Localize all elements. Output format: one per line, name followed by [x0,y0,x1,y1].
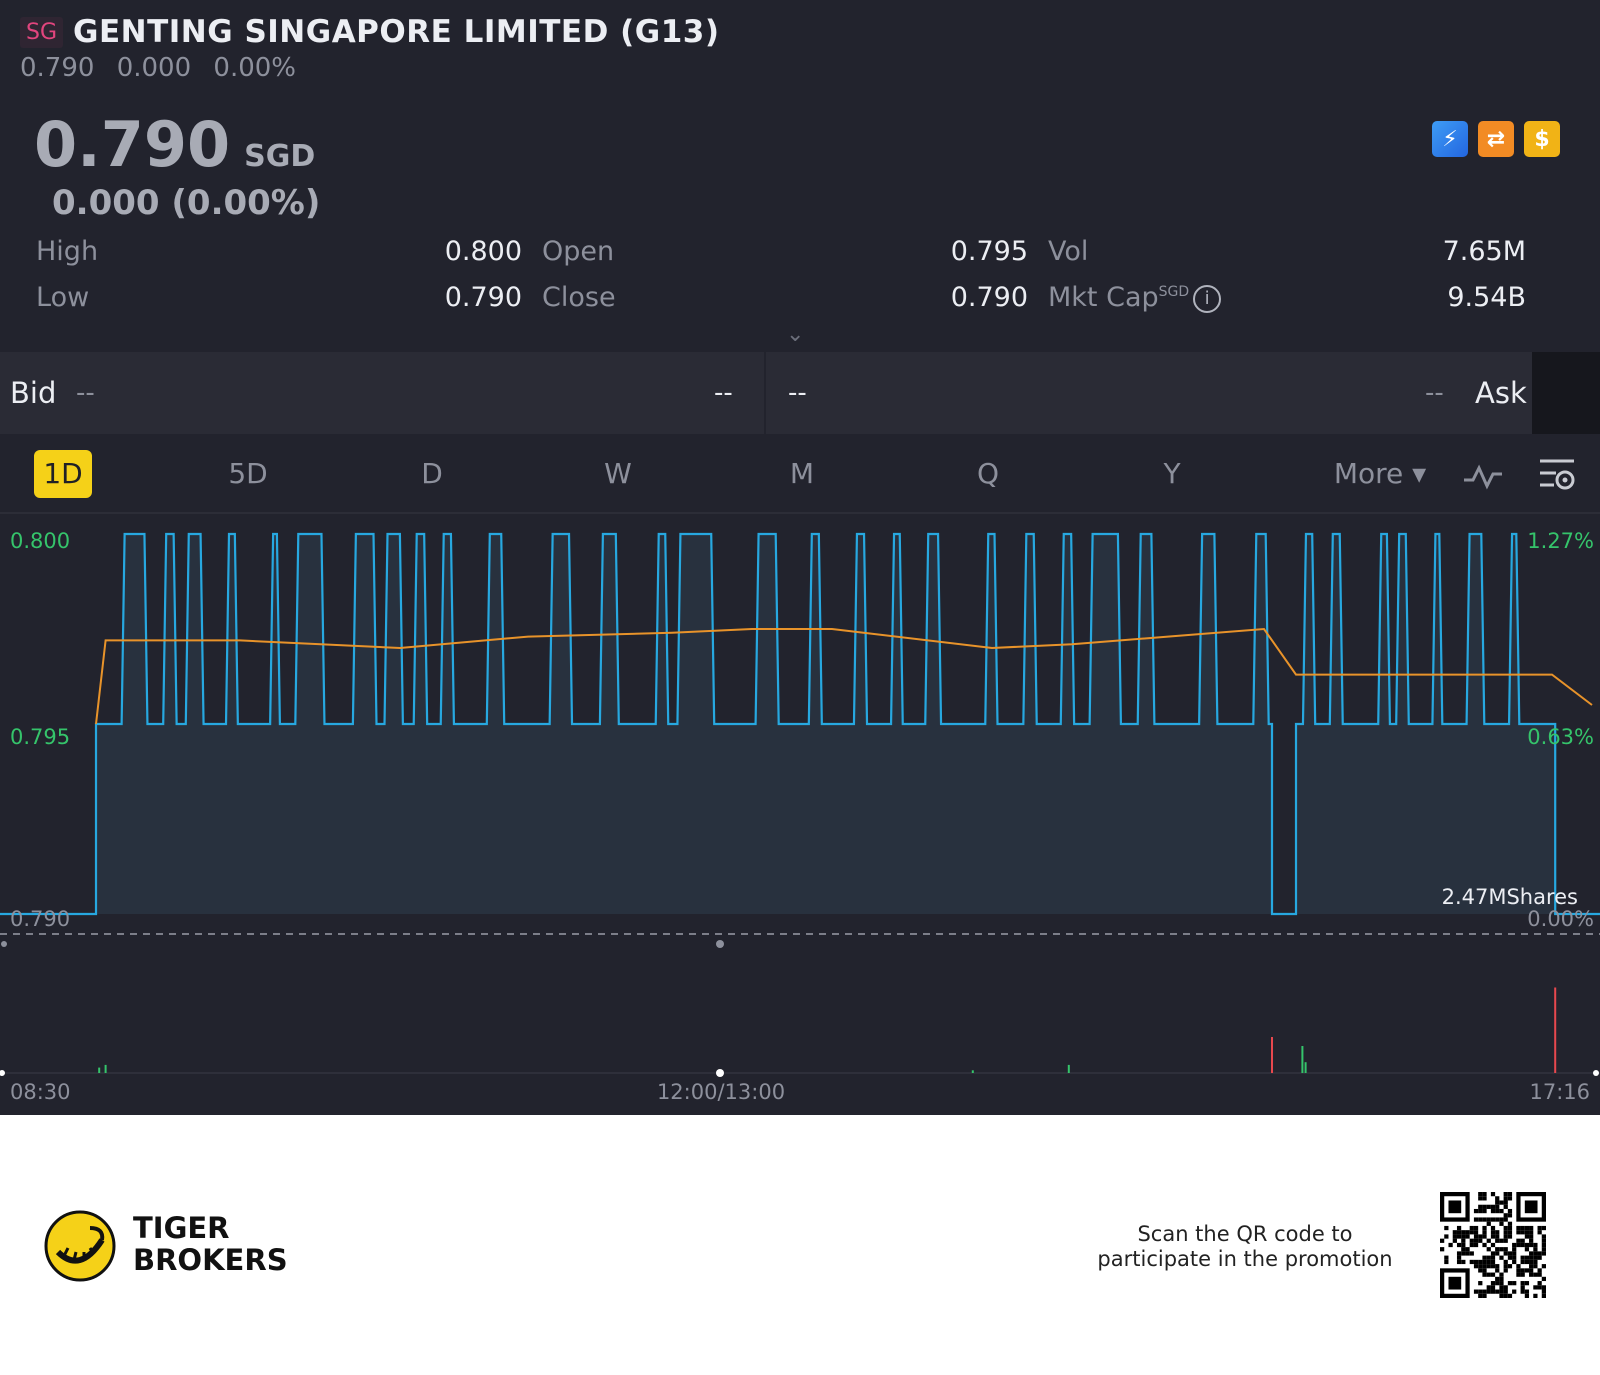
tiger-logo-icon [44,1210,116,1282]
mktcap-label-text: Mkt Cap [1048,282,1159,313]
chevron-down-icon[interactable]: ⌄ [786,322,805,347]
y-left-bottom: 0.790 [10,907,70,931]
mktcap-currency: SGD [1158,284,1190,300]
qr-code[interactable] [1440,1192,1546,1298]
x-tick-start: 08:30 [10,1080,71,1104]
header-subline: 0.790 0.000 0.00% [20,53,310,83]
tab-month[interactable]: M [789,457,815,490]
tab-1d[interactable]: 1D [34,450,92,498]
x-tick-end: 17:16 [1529,1080,1590,1104]
tab-week[interactable]: W [604,457,632,490]
promo-line-2: participate in the promotion [1097,1247,1393,1271]
mktcap-value: 9.54B [1447,282,1526,313]
y-right-bottom: 0.00% [1527,907,1594,931]
close-value: 0.790 [950,282,1028,313]
bid-ask-divider [764,352,766,434]
y-right-top: 1.27% [1527,529,1594,553]
price-change: 0.000 (0.00%) [52,183,321,223]
exchange-icon[interactable]: ⇄ [1478,121,1514,157]
y-left-mid: 0.795 [10,725,70,749]
y-right-mid: 0.63% [1527,725,1594,749]
feature-badges: ⚡ ⇄ $ [1432,121,1560,157]
price-currency: SGD [244,139,316,174]
info-icon[interactable]: i [1193,284,1222,313]
tab-more[interactable]: More ▾ [1333,457,1427,490]
open-label: Open [542,236,615,267]
bid-price: -- [76,378,95,408]
bid-size: -- [714,378,733,408]
stock-header: SG GENTING SINGAPORE LIMITED (G13) [20,14,720,50]
low-label: Low [36,282,90,313]
price-value: 0.790 [34,108,231,181]
bid-label: Bid [10,376,57,410]
volume-dot-mid [716,1069,724,1077]
ask-size: -- [788,378,807,408]
volume-dot-right [1593,1070,1599,1076]
high-label: High [36,236,99,267]
chart-settings-icon[interactable] [1538,456,1576,494]
brand-line-2: BROKERS [133,1243,288,1277]
close-label: Close [542,282,616,313]
promo-text: Scan the QR code to participate in the p… [1080,1222,1410,1272]
average-line [95,627,1593,725]
tab-day[interactable]: D [421,457,443,490]
y-left-top: 0.800 [10,529,70,553]
volume-dot-left [0,1070,5,1076]
stats-row-2: Low 0.790 Close 0.790 Mkt CapSGD i 9.54B [36,278,1558,324]
indicator-icon[interactable] [1462,462,1504,490]
volume-label: 2.47MShares [1442,885,1578,909]
sub-price: 0.790 [20,53,95,83]
ask-price: -- [1425,378,1444,408]
dollar-icon[interactable]: $ [1524,121,1560,157]
chart-dot-left [1,941,7,947]
brand-name: TIGER BROKERS [133,1212,288,1276]
lightning-icon[interactable]: ⚡ [1432,121,1468,157]
last-price: 0.790 SGD [34,108,315,181]
tab-5d[interactable]: 5D [228,457,268,490]
period-tabs: 1D 5D D W M Q Y More ▾ [0,434,1600,514]
bid-ask-edge [1532,352,1600,434]
x-tick-mid: 12:00/13:00 [657,1080,785,1104]
price-line [0,532,1600,916]
sub-change: 0.000 [116,53,192,83]
tab-quarter[interactable]: Q [976,457,1000,490]
mktcap-label: Mkt CapSGD i [1048,282,1222,313]
brand-line-1: TIGER [133,1211,230,1245]
tab-year[interactable]: Y [1163,457,1181,490]
chart-dot-mid [716,940,724,948]
stats-grid: High 0.800 Open 0.795 Vol 7.65M Low 0.79… [36,232,1558,324]
open-value: 0.795 [950,236,1028,267]
stats-row-1: High 0.800 Open 0.795 Vol 7.65M [36,232,1558,278]
intraday-chart[interactable]: 0.800 0.795 0.790 1.27% 0.63% 0.00% 2.47… [0,514,1600,1114]
vol-label: Vol [1048,236,1089,267]
low-value: 0.790 [444,282,522,313]
stock-title: GENTING SINGAPORE LIMITED (G13) [73,14,720,50]
promo-line-1: Scan the QR code to [1137,1222,1353,1246]
ask-label: Ask [1475,376,1527,410]
market-badge: SG [20,16,64,48]
sub-pct: 0.00% [213,53,297,83]
vol-value: 7.65M [1442,236,1526,267]
high-value: 0.800 [444,236,522,267]
bid-ask-bar: Bid -- -- -- -- Ask [0,352,1532,434]
